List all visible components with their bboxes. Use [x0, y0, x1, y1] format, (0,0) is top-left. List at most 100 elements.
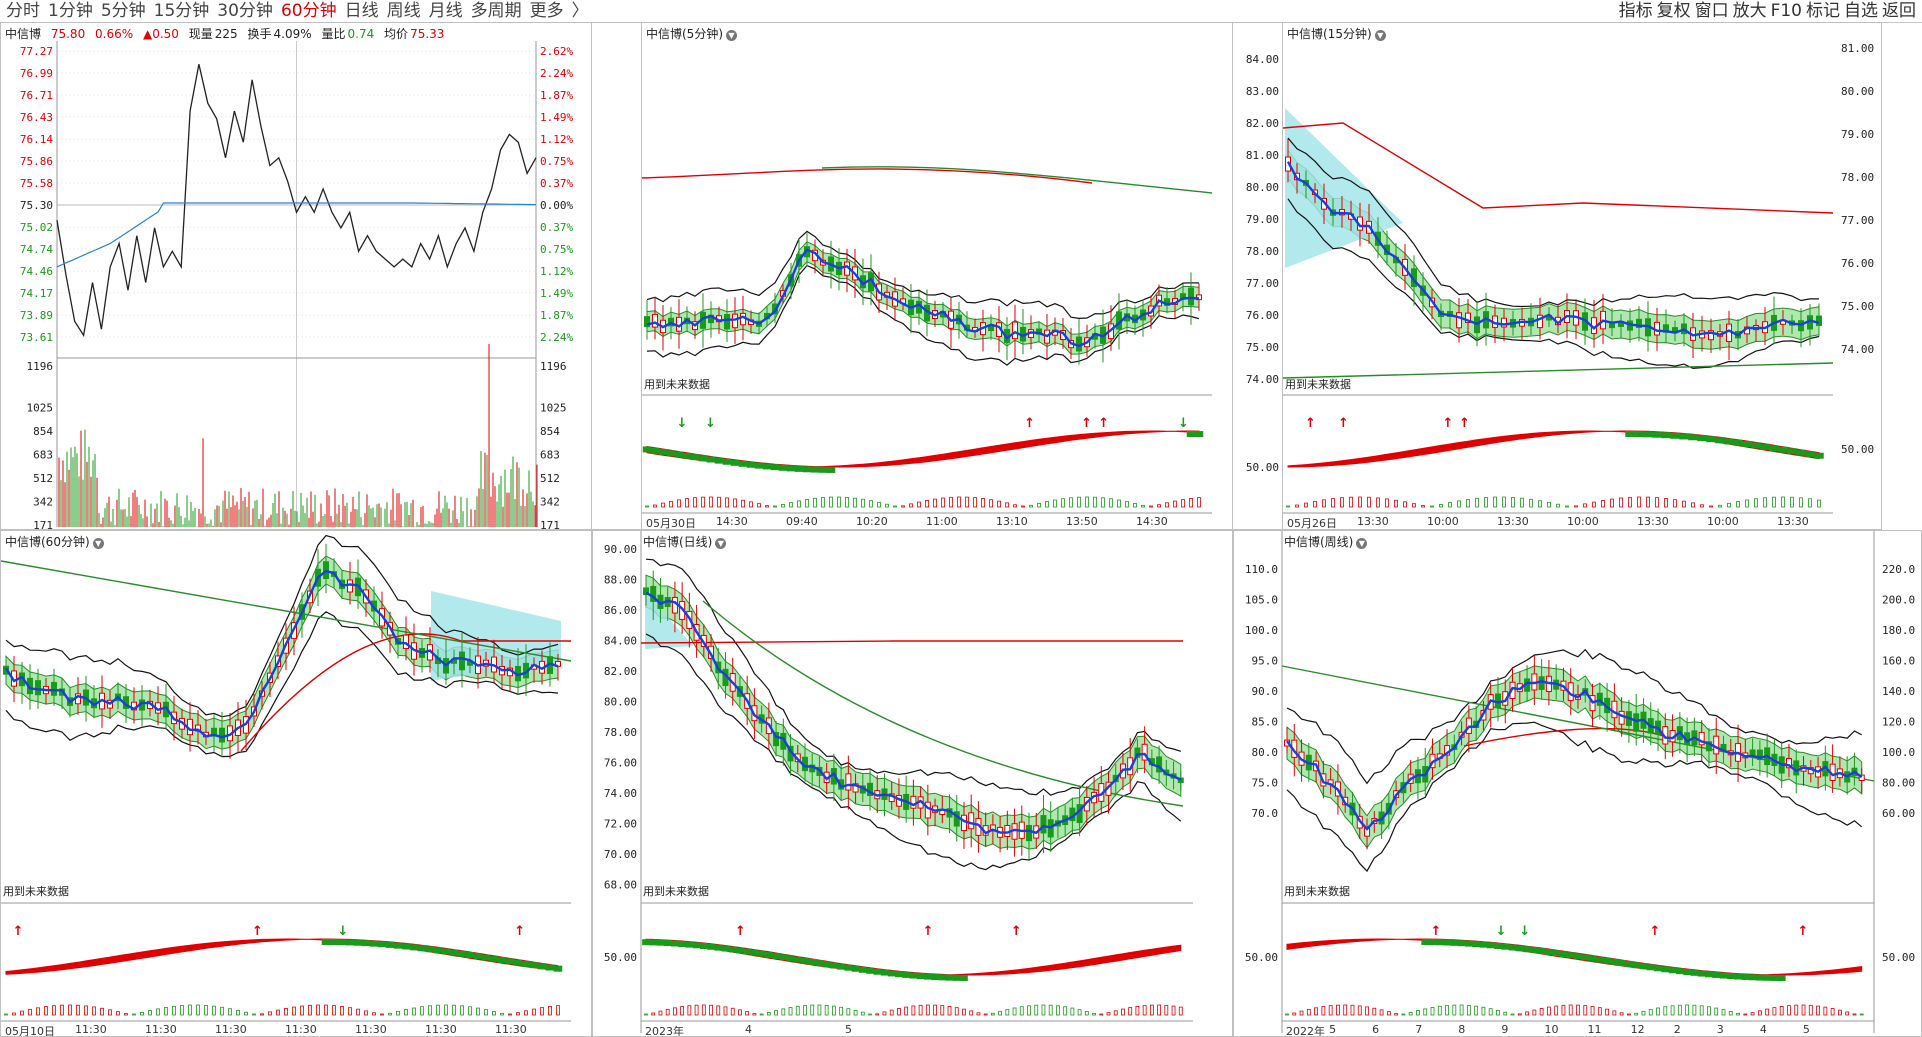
date-label: 13:10 — [996, 515, 1028, 528]
histogram-bar — [645, 505, 649, 508]
histogram-bar — [1728, 1011, 1733, 1016]
histogram-bar — [694, 1004, 699, 1016]
histogram-bar — [1157, 1004, 1161, 1016]
histogram-bar — [1401, 1013, 1406, 1016]
kline-weekly[interactable]: ↑ ↓ ↓ ↑ ↑ 110.0 105.0 100.0 95.0 90.0 85.0 80.0 75.0… — [1234, 531, 1922, 1037]
histogram-bar — [817, 1004, 822, 1016]
kline-60min[interactable]: ↑ ↑ ↓ ↑ — [1, 531, 592, 1037]
histogram-bar — [1627, 1013, 1631, 1016]
histogram-bar — [1053, 499, 1057, 508]
tab-1[interactable]: 1分钟 — [48, 1, 93, 21]
histogram-bar — [1474, 1005, 1479, 1016]
candle-body — [644, 316, 650, 328]
chevron-down-icon[interactable]: ▼ — [1356, 538, 1368, 549]
histogram-bar — [1314, 1007, 1318, 1016]
histogram-bar — [1069, 497, 1073, 508]
histogram-bar — [468, 1006, 472, 1016]
price-axis-label: 76.00 — [1246, 309, 1279, 322]
candle-body — [1816, 315, 1822, 326]
histogram-bar — [132, 1013, 136, 1016]
histogram-bar — [1092, 1012, 1096, 1016]
tab-2[interactable]: 5分钟 — [100, 1, 146, 21]
long-ma-green — [821, 166, 1213, 194]
toolbar-button-5[interactable]: 标记 — [1806, 1, 1840, 21]
histogram-bar — [308, 1004, 312, 1016]
chart-15min[interactable]: 中信博(15分钟) ▼ ↑ ↑ ↑ ↑ 81.00 80.00 79.00 78.00 77.00… — [1282, 22, 1882, 530]
histogram-bar — [1385, 498, 1389, 508]
tab-6[interactable]: 日线 — [344, 1, 379, 21]
date-label: 4 — [1759, 1023, 1767, 1036]
histogram-bar — [1157, 504, 1161, 508]
period-toolbar: 分时 1分钟 5分钟 15分钟 30分钟 60分钟 日线 周线 月线 多周期 更多〉 指标 复权 窗口放… — [0, 0, 1922, 23]
chevron-down-icon[interactable]: ▼ — [726, 30, 737, 41]
tab-8[interactable]: 月线 — [428, 1, 463, 21]
tab-3[interactable]: 15分钟 — [153, 1, 210, 21]
tab-4[interactable]: 30分钟 — [217, 1, 273, 21]
chevron-down-icon[interactable]: ▼ — [715, 538, 727, 549]
price-axis-label: 95.0 — [1252, 655, 1279, 668]
price-axis-label: 105.0 — [1245, 594, 1278, 607]
date-label: 9 — [1501, 1023, 1509, 1036]
price-axis-label: 81.00 — [1841, 42, 1874, 55]
toolbar-button-3[interactable]: 放大 — [1732, 1, 1767, 21]
histogram-bar — [941, 497, 945, 508]
histogram-bar — [1459, 1004, 1464, 1016]
histogram-bar — [1117, 499, 1121, 508]
date-label: 5 — [1802, 1023, 1810, 1036]
toolbar-button-2[interactable]: 窗口 — [1694, 1, 1729, 21]
histogram-bar — [998, 1010, 1003, 1016]
date-label: 12 — [1630, 1023, 1645, 1036]
histogram-bar — [1583, 1005, 1588, 1016]
percent-axis-label: 2.24% — [540, 331, 573, 344]
date-label: 13:30 — [1357, 515, 1389, 528]
tab-7[interactable]: 周线 — [386, 1, 421, 21]
date-label: 11:00 — [926, 515, 958, 528]
histogram-bar — [84, 1005, 88, 1016]
histogram-bar — [1699, 1005, 1704, 1016]
histogram-bar — [1823, 1006, 1828, 1016]
tab-9[interactable]: 多周期 — [470, 1, 522, 21]
future-data-label: 用到未来数据 — [643, 885, 709, 898]
toolbar-button-7[interactable]: 返回 — [1882, 1, 1916, 21]
histogram-bar — [954, 1007, 959, 1016]
kline-15min[interactable]: ↑ ↑ ↑ ↑ 81.00 80.00 79.00 78.00 77.00 76.00 75.00 7… — [1283, 23, 1882, 530]
tab-0[interactable]: 分时 — [6, 1, 40, 21]
candle-body — [1456, 312, 1462, 329]
tab-5[interactable]: 60分钟 — [280, 1, 337, 21]
oscillator-axis-label: 50.00 — [604, 951, 637, 964]
date-label: 11:30 — [495, 1023, 527, 1036]
candle-body — [1618, 710, 1625, 725]
tab-10[interactable]: 更多 — [529, 1, 564, 21]
histogram-bar — [1141, 504, 1145, 508]
candle-body — [968, 812, 975, 830]
toolbar-button-1[interactable]: 复权 — [1656, 1, 1691, 21]
chart-daily[interactable]: 中信博(日线) ▼ ↑ ↑ ↑ 90.00 88.00 86.00 84.00 82.00 80.… — [592, 530, 1233, 1037]
candle-body — [845, 773, 852, 791]
histogram-bar — [1135, 1006, 1140, 1016]
histogram-bar — [990, 1012, 995, 1016]
chart-60min[interactable]: 中信博(60分钟) ▼ ↑ ↑ ↓ ↑ 用到未来数据 05月10日 11:30 11:30 1… — [0, 530, 592, 1037]
histogram-bar — [989, 499, 993, 508]
chevron-right-icon[interactable]: 〉 — [571, 1, 589, 21]
histogram-bar — [1457, 500, 1461, 508]
timeline-chart[interactable]: 77.27 2.62% 76.99 2.24% 76.71 1.87% 76.43 1.49%… — [1, 23, 592, 530]
histogram-bar — [452, 1004, 456, 1016]
histogram-bar — [1538, 500, 1542, 508]
price-axis-label: 74.00 — [604, 787, 637, 800]
toolbar-button-4[interactable]: F10 — [1770, 1, 1802, 21]
chart-weekly[interactable]: 中信博(周线) ▼ ↑ ↓ ↓ ↑ ↑ 110.0 105.0 100.0 95.0 90.0 85.… — [1233, 530, 1922, 1037]
price-axis-label: 80.00 — [604, 696, 637, 709]
toolbar-button-0[interactable]: 指标 — [1618, 1, 1653, 21]
kline-daily[interactable]: ↑ ↑ ↑ 90.00 88.00 86.00 84.00 82.00 80.00 78.00 76… — [593, 531, 1233, 1037]
kline-5min[interactable]: ↓ ↓ ↑ ↑ ↑ ↓ — [642, 23, 1233, 530]
histogram-bar — [1808, 498, 1812, 508]
chevron-down-icon[interactable]: ▼ — [92, 538, 104, 549]
histogram-bar — [1816, 1005, 1820, 1016]
chart-5min[interactable]: 中信博(5分钟) ▼ ↓ ↓ ↑ ↑ ↑ ↓ 用到未来数据 05月30日 14:30 09:40… — [641, 22, 1233, 530]
price-axis-label: 73.89 — [20, 309, 53, 322]
histogram-bar — [673, 1007, 677, 1016]
chevron-down-icon[interactable]: ▼ — [1374, 30, 1386, 41]
histogram-bar — [1718, 504, 1722, 508]
arrow-up-icon: ↑ — [923, 924, 934, 939]
toolbar-button-6[interactable]: 自选 — [1844, 1, 1878, 21]
